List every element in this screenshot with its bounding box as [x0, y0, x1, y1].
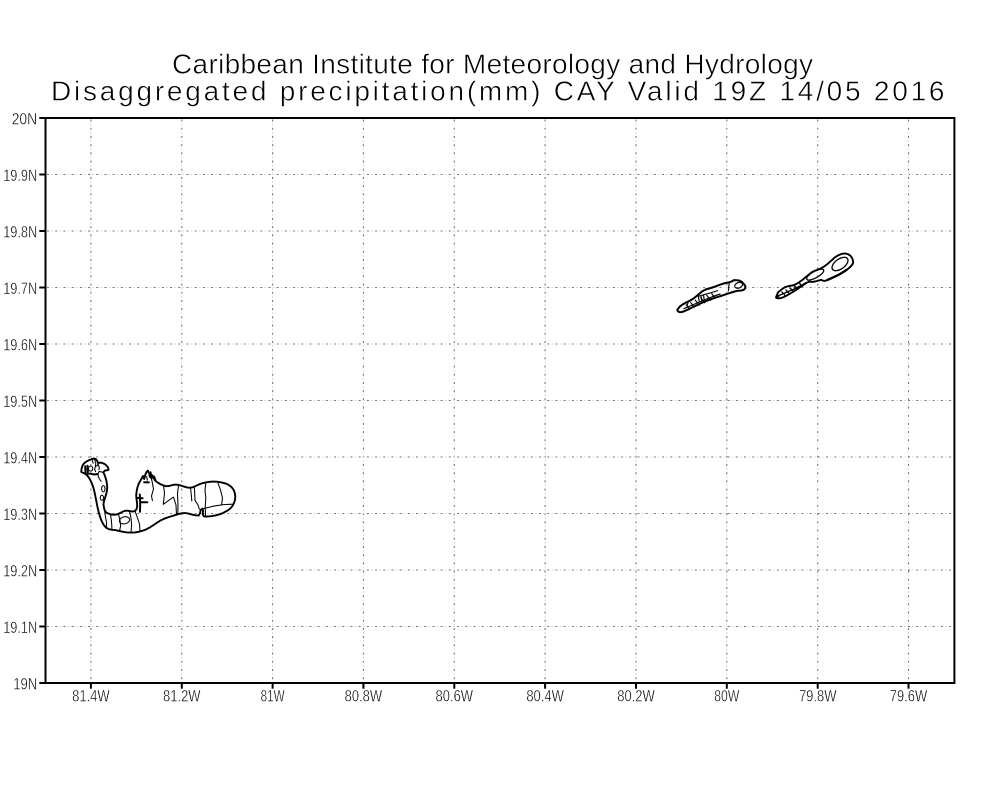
- svg-text:Disaggregated precipitation(mm: Disaggregated precipitation(mm) CAY Vali…: [51, 76, 945, 107]
- svg-text:19.3N: 19.3N: [3, 505, 37, 524]
- svg-text:80.2W: 80.2W: [617, 687, 655, 706]
- svg-text:80.8W: 80.8W: [345, 687, 383, 706]
- svg-text:81.2W: 81.2W: [163, 687, 201, 706]
- svg-text:19N: 19N: [13, 675, 37, 694]
- svg-text:81.4W: 81.4W: [72, 687, 110, 706]
- svg-text:19.1N: 19.1N: [3, 618, 37, 637]
- svg-text:81W: 81W: [261, 687, 285, 706]
- svg-text:19.4N: 19.4N: [3, 449, 37, 468]
- svg-text:80W: 80W: [714, 687, 739, 706]
- svg-text:80.4W: 80.4W: [526, 687, 564, 706]
- svg-text:19.6N: 19.6N: [3, 336, 37, 355]
- svg-text:19.9N: 19.9N: [3, 166, 37, 185]
- svg-text:19.8N: 19.8N: [3, 223, 37, 242]
- svg-text:19.7N: 19.7N: [3, 279, 37, 298]
- svg-text:79.6W: 79.6W: [890, 687, 928, 706]
- svg-text:79.8W: 79.8W: [799, 687, 837, 706]
- svg-text:19.2N: 19.2N: [3, 562, 37, 581]
- svg-text:19.5N: 19.5N: [3, 392, 37, 411]
- svg-text:20N: 20N: [12, 110, 38, 129]
- svg-text:Caribbean Institute for Meteor: Caribbean Institute for Meteorology and …: [172, 49, 813, 80]
- svg-text:80.6W: 80.6W: [436, 687, 474, 706]
